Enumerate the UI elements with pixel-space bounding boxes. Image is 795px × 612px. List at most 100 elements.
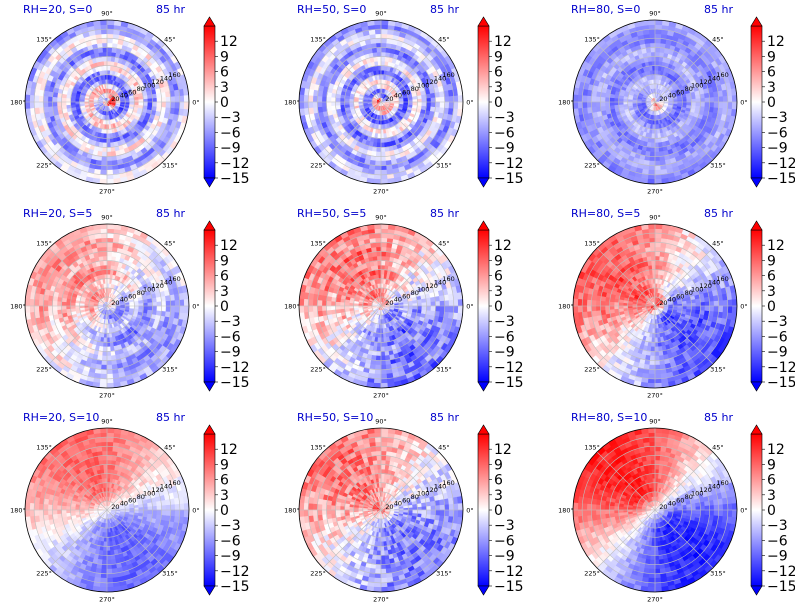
angular-tick-label: 45° [438, 36, 450, 44]
angular-tick-label: 0° [466, 507, 473, 515]
radial-tick-label: 120 [151, 486, 163, 494]
angular-tick-label: 90° [649, 214, 661, 222]
angular-tick-label: 315° [162, 365, 178, 373]
colorbar-tick-label: 6 [767, 473, 776, 489]
colorbar-tick-label: 12 [494, 34, 512, 50]
colorbar-extend-min [477, 585, 490, 596]
colorbar-tick-label: −3 [767, 518, 788, 534]
colorbar-tick-label: 12 [220, 238, 238, 254]
angular-tick-label: 225° [310, 161, 326, 169]
colorbar-tick-label: −15 [220, 375, 250, 391]
radial-tick-label: 60 [402, 88, 410, 96]
radial-tick-label: 80 [411, 493, 419, 501]
polar-grid [25, 224, 189, 388]
radial-tick-label: 20 [385, 503, 393, 511]
angular-tick-label: 315° [436, 569, 452, 577]
colorbar-tick-label: −15 [767, 579, 795, 595]
colorbar-tick-label: 6 [767, 65, 776, 81]
radial-tick-label: 100 [143, 489, 155, 497]
polar-grid [25, 428, 189, 592]
angular-tick-label: 90° [375, 10, 387, 18]
angular-tick-label: 90° [101, 418, 113, 426]
panel-1: 0°45°90°135°180°225°270°315°20 40 60 801001… [10, 3, 249, 196]
colorbar-tick-label: −9 [494, 141, 515, 157]
colorbar-tick-label: 3 [220, 488, 229, 504]
radial-tick-label: 120 [699, 78, 711, 86]
angular-tick-label: 45° [712, 36, 724, 44]
radial-tick-label: 60 [402, 496, 410, 504]
colorbar-tick-label: 12 [767, 34, 785, 50]
angular-tick-label: 225° [584, 365, 600, 373]
radial-tick-label: 160 [168, 479, 180, 487]
radial-tick-label: 120 [425, 486, 437, 494]
polar-frame [572, 223, 738, 389]
radial-tick-label: 100 [691, 81, 703, 89]
radial-tick-label: 80 [411, 85, 419, 93]
colorbar-tick-label: −15 [767, 375, 795, 391]
radial-tick-label: 40 [668, 296, 676, 304]
polar-frame [572, 19, 738, 185]
angular-tick-label: 0° [740, 507, 747, 515]
radial-tick-label: 20 [111, 503, 119, 511]
angular-tick-label: 315° [710, 365, 726, 373]
panel-time: 85 hr [430, 207, 459, 220]
colorbar-tick-label: 6 [220, 269, 229, 285]
panel-time: 85 hr [704, 207, 733, 220]
angular-tick-label: 225° [36, 365, 52, 373]
radial-tick-label: 60 [676, 496, 684, 504]
colorbar-tick-label: 12 [767, 442, 785, 458]
colorbar-tick-label: 12 [220, 34, 238, 50]
radial-tick-label: 80 [411, 289, 419, 297]
radial-tick-label: 80 [685, 493, 693, 501]
angular-tick-label: 135° [36, 444, 52, 452]
panel-time: 85 hr [430, 411, 459, 424]
colorbar-tick-label: 0 [494, 503, 503, 519]
colorbar-tick-label: −6 [767, 125, 788, 141]
polar-grid [25, 20, 189, 184]
colorbar-extend-min [203, 585, 216, 596]
panel-title: RH=80, S=0 [571, 3, 640, 16]
colorbar-tick-label: −9 [220, 345, 241, 361]
colorbar-tick-label: −6 [220, 329, 241, 345]
colorbar-tick-label: −3 [494, 110, 515, 126]
radial-tick-label: 140 [708, 483, 720, 491]
radial-tick-label: 160 [168, 275, 180, 283]
polar-grid [299, 224, 463, 388]
radial-tick-label: 140 [708, 75, 720, 83]
angular-tick-label: 135° [584, 36, 600, 44]
angular-tick-label: 90° [375, 214, 387, 222]
colorbar-tick-label: −15 [494, 579, 524, 595]
colorbar-tick-label: −9 [494, 549, 515, 565]
angular-tick-label: 90° [101, 214, 113, 222]
angular-tick-label: 270° [647, 596, 663, 604]
angular-tick-label: 135° [310, 36, 326, 44]
colorbar-tick-label: −3 [767, 110, 788, 126]
colorbar-tick-label: −12 [220, 156, 250, 172]
angular-tick-label: 270° [647, 392, 663, 400]
colorbar-tick-label: 0 [494, 299, 503, 315]
colorbar-extend-max [750, 16, 763, 27]
angular-tick-label: 180° [284, 99, 300, 107]
radial-tick-label: 60 [128, 292, 136, 300]
panel-title: RH=50, S=10 [297, 411, 373, 424]
angular-tick-label: 135° [36, 36, 52, 44]
polar-grid [299, 20, 463, 184]
colorbar-tick-label: −3 [220, 518, 241, 534]
colorbar-extend-max [750, 424, 763, 435]
colorbar-tick-label: 6 [494, 65, 503, 81]
angular-tick-label: 45° [712, 240, 724, 248]
angular-tick-label: 225° [584, 569, 600, 577]
colorbar-tick-label: 3 [767, 80, 776, 96]
colorbar-tick-label: −9 [767, 345, 788, 361]
radial-tick-label: 140 [160, 483, 172, 491]
radial-tick-label: 160 [716, 479, 728, 487]
radial-tick-label: 80 [137, 493, 145, 501]
angular-tick-label: 135° [584, 444, 600, 452]
colorbar-tick-label: −6 [494, 533, 515, 549]
panel-title: RH=80, S=5 [571, 207, 640, 220]
angular-tick-label: 0° [192, 507, 199, 515]
angular-tick-label: 90° [649, 10, 661, 18]
